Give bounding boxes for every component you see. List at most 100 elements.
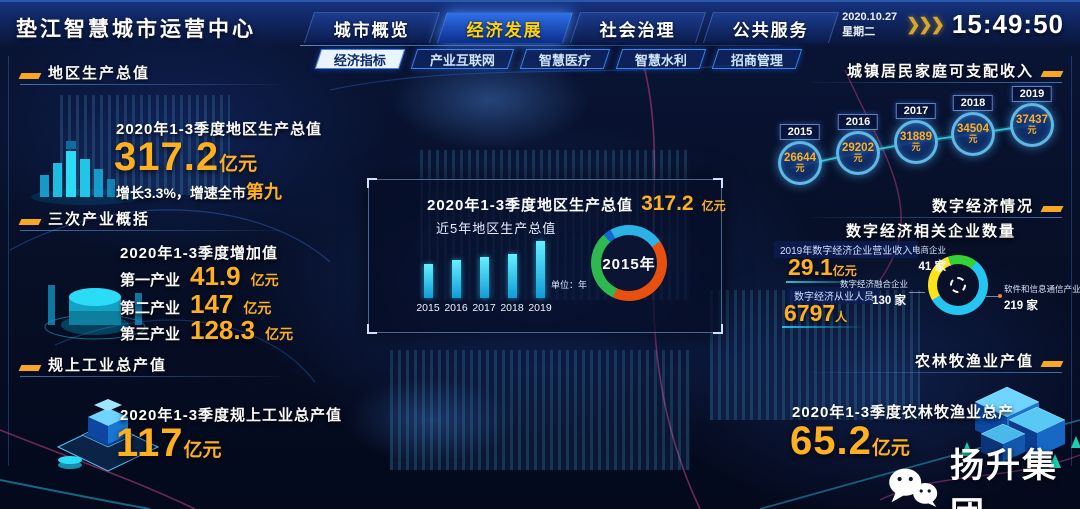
bar-label: 2016 [444, 302, 468, 314]
frame-right-edge [1071, 56, 1072, 466]
subtab-label: 经济指标 [334, 52, 387, 68]
orange-dash-icon [1040, 206, 1064, 212]
industry-value: 147 [190, 289, 234, 319]
stat-underline [786, 281, 870, 283]
income-node-2017[interactable]: 31889 元 [894, 120, 938, 164]
modal-value: 317.2 [641, 192, 694, 215]
leader-line [986, 296, 1002, 297]
main-nav: 城市概览 经济发展 社会治理 公共服务 [302, 12, 840, 43]
chevrons-icon: ❯❯❯ [906, 14, 945, 34]
modal-title: 2020年1-3季度地区生产总值 [427, 197, 634, 214]
industry-unit: 亿元 [250, 272, 279, 288]
modal-corner-bracket [367, 178, 377, 188]
orange-dash-icon [1040, 71, 1064, 77]
watermark: 扬升集团 [886, 438, 1080, 509]
income-value: 37437 [1016, 113, 1048, 126]
industries-caption: 2020年1-3季度增加值 [120, 245, 279, 262]
subtab-industrial-internet[interactable]: 产业互联网 [410, 49, 515, 69]
agri-number: 65.2 [790, 419, 872, 463]
tab-public-services[interactable]: 公共服务 [702, 12, 840, 43]
date-weekday: 2020.10.27 星期二 [842, 10, 897, 39]
panel-header-industries: 三次产业概括 [18, 208, 150, 229]
tab-label: 社会治理 [599, 20, 676, 40]
donut-label-software: 软件和信息通信产业 219 家 [1004, 284, 1080, 315]
income-node-2018[interactable]: 34504 元 [951, 112, 995, 156]
segment-name: 电商企业 [911, 245, 946, 255]
year-badge-2018: 2018 [952, 95, 994, 111]
income-unit: 元 [853, 153, 863, 164]
header-underline [20, 230, 280, 231]
industry-row-1: 第一产业 41.9 亿元 [120, 261, 279, 292]
industry-name: 第二产业 [120, 300, 181, 317]
frame-left-edge [8, 56, 9, 466]
digital-revenue-value: 29.1亿元 [788, 256, 857, 279]
bar-group: 2017 [470, 257, 498, 314]
income-node-2015[interactable]: 26644 元 [778, 141, 822, 185]
panel-header-income: 城镇居民家庭可支配收入 [847, 60, 1064, 81]
header-underline [20, 84, 280, 85]
subtab-investment-management[interactable]: 招商管理 [711, 49, 803, 69]
enterprise-donut-chart [928, 255, 988, 315]
income-unit: 元 [795, 163, 805, 174]
year-badge-2015: 2015 [779, 124, 821, 140]
industry-name: 第三产业 [120, 326, 181, 343]
bar-group: 2015 [414, 264, 442, 314]
watermark-text: 扬升集团 [949, 447, 1058, 509]
digital-workers-label: 数字经济从业人员 [788, 287, 880, 304]
tab-economic-development[interactable]: 经济发展 [436, 12, 574, 43]
year-donut-chart: 2015年 [591, 225, 667, 301]
industrial-unit: 亿元 [183, 440, 222, 461]
sub-nav: 经济指标 产业互联网 智慧医疗 智慧水利 招商管理 [314, 49, 803, 69]
subtab-label: 智慧医疗 [539, 52, 592, 68]
subtab-smart-healthcare[interactable]: 智慧医疗 [519, 49, 611, 69]
weekday-text: 星期二 [842, 25, 876, 38]
gdp-number: 317.2 [114, 135, 220, 179]
workers-unit: 人 [835, 310, 848, 324]
stat-underline [782, 326, 866, 328]
agri-caption: 2020年1-3季度农林牧渔业总产 [792, 404, 1015, 421]
donut-label-ecommerce: 电商企业 41 家 [894, 245, 946, 276]
industrial-number: 117 [116, 421, 184, 465]
time-text: 15:49:50 [951, 9, 1064, 39]
header-underline [20, 376, 280, 377]
subtab-label: 产业互联网 [430, 52, 496, 68]
orange-dash-icon [18, 73, 42, 79]
gdp-bar-chart: 2015 2016 2017 2018 2019 [414, 241, 554, 314]
donut-label-integration: 数字经济融合企业 130 家 [840, 279, 909, 310]
segment-name: 数字经济融合企业 [840, 279, 909, 289]
panel-header-industrial-output: 规上工业总产值 [18, 354, 167, 375]
panel-title: 地区生产总值 [48, 65, 151, 82]
subtab-smart-water[interactable]: 智慧水利 [615, 49, 707, 69]
segment-value: 41 家 [918, 260, 947, 273]
industry-value: 41.9 [190, 261, 241, 291]
tab-social-governance[interactable]: 社会治理 [569, 12, 707, 43]
industry-unit: 亿元 [265, 326, 294, 342]
subtab-economic-indicators[interactable]: 经济指标 [314, 49, 406, 69]
industry-value: 128.3 [190, 315, 256, 345]
modal-corner-bracket [367, 324, 377, 334]
modal-corner-bracket [713, 178, 723, 188]
bar-2019 [535, 241, 545, 298]
page-title: 垫江智慧城市运营中心 [16, 18, 256, 41]
bar-group: 2019 [526, 241, 554, 314]
income-node-2019[interactable]: 37437 元 [1010, 103, 1054, 147]
income-node-2016[interactable]: 29202 元 [836, 131, 880, 175]
bar-2017 [479, 257, 489, 298]
panel-header-agriculture: 农林牧渔业产值 [915, 350, 1064, 371]
tab-city-overview[interactable]: 城市概览 [303, 12, 441, 43]
gdp-detail-modal: 2020年1-3季度地区生产总值 317.2 亿元 近5年地区生产总值 2015… [367, 178, 726, 334]
income-unit: 元 [968, 134, 978, 145]
revenue-unit: 亿元 [832, 264, 857, 278]
industry-row-3: 第三产业 128.3 亿元 [120, 315, 293, 346]
segment-value: 130 家 [872, 294, 906, 307]
bar-group: 2018 [498, 254, 526, 314]
orange-dash-icon [1040, 361, 1064, 367]
modal-unit: 亿元 [701, 199, 726, 213]
growth-text: 增长3.3%，增速全市 [116, 185, 246, 201]
income-value: 26644 [784, 151, 816, 164]
income-unit: 元 [911, 142, 921, 153]
industry-row-2: 第二产业 147 亿元 [120, 289, 271, 320]
panel-header-gdp: 地区生产总值 [18, 62, 151, 83]
gdp-value: 317.2亿元 [114, 137, 257, 177]
